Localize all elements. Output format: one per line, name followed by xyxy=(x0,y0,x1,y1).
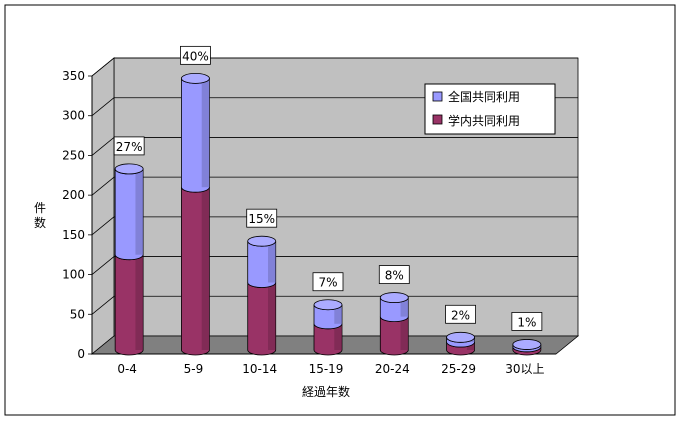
gridline-side xyxy=(91,295,115,315)
bar-zenkoku-shade xyxy=(201,78,210,188)
percent-label-box xyxy=(246,208,278,228)
percent-label: 8% xyxy=(385,269,404,283)
legend-box xyxy=(424,83,556,135)
x-tick-label: 15-19 xyxy=(309,362,344,376)
x-tick-label: 0-4 xyxy=(117,362,137,376)
y-tick-label: 200 xyxy=(62,188,85,202)
x-tick-label: 10-14 xyxy=(242,362,277,376)
bar-top-cap xyxy=(446,331,475,343)
bar-top-cap xyxy=(313,299,343,311)
percent-label: 7% xyxy=(318,276,337,290)
legend-label-gakunai: 学内共同利用 xyxy=(448,113,520,128)
gridline-side xyxy=(91,176,115,196)
y-tick-label: 150 xyxy=(62,228,85,242)
bar-gakunai-shade xyxy=(268,282,276,350)
bar-zenkoku-shade xyxy=(334,304,342,324)
percent-label: 2% xyxy=(451,308,470,322)
bar-zenkoku-shade xyxy=(400,297,409,317)
bar-top-cap xyxy=(379,292,409,303)
y-axis-title-char: 数 xyxy=(34,215,46,230)
bars xyxy=(114,72,542,356)
bar-gakunai xyxy=(247,282,277,356)
gridline-side xyxy=(91,256,115,275)
y-tick-label: 350 xyxy=(62,69,85,83)
percent-label-box xyxy=(180,45,211,65)
bar-top-cap xyxy=(181,72,210,84)
bar-gakunai xyxy=(379,316,409,356)
percent-label-box xyxy=(312,272,344,292)
percent-label-box xyxy=(511,312,543,331)
gridline-side xyxy=(91,137,115,156)
y-axis-title: 件数 xyxy=(34,201,46,230)
gridline-side xyxy=(91,216,115,236)
gridline-side xyxy=(91,97,115,117)
percent-label-box xyxy=(378,265,410,284)
y-tick-label: 50 xyxy=(70,307,85,321)
bar-zenkoku-shade xyxy=(135,168,144,255)
legend-swatch-gakunai xyxy=(432,114,443,125)
bar-top-cap xyxy=(114,163,144,175)
percent-label: 1% xyxy=(517,315,536,329)
side-wall xyxy=(91,57,115,355)
y-tick-label: 250 xyxy=(62,148,85,162)
y-tick-label: 300 xyxy=(62,109,85,123)
bar-gakunai-shade xyxy=(400,316,409,350)
percent-labels: 27% 40% 15% 7% 8% 2% 1% xyxy=(113,45,543,331)
bar-gakunai-shade xyxy=(334,323,342,350)
x-tick-label: 30以上 xyxy=(505,362,544,376)
bar-top-cap xyxy=(512,339,542,350)
percent-label-box xyxy=(445,304,476,324)
x-axis-title: 経過年数 xyxy=(302,384,350,399)
percent-label: 40% xyxy=(182,49,209,63)
x-tick-label: 20-24 xyxy=(375,362,410,376)
y-axis-title-char: 件 xyxy=(34,201,46,215)
y-tick-label: 0 xyxy=(77,347,85,361)
percent-label: 27% xyxy=(116,140,143,154)
bar-gakunai-shade xyxy=(201,187,210,350)
legend: 全国共同利用 学内共同利用 xyxy=(424,83,556,135)
bar-gakunai-shade xyxy=(466,342,475,350)
y-tick-label: 100 xyxy=(62,268,85,282)
bar-zenkoku xyxy=(114,168,144,261)
percent-label-box xyxy=(113,136,145,156)
bar-gakunai xyxy=(114,254,144,356)
gridline-side xyxy=(91,57,115,77)
legend-swatch-zenkoku xyxy=(432,91,443,102)
bar-zenkoku-shade xyxy=(268,241,276,283)
legend-label-zenkoku: 全国共同利用 xyxy=(448,89,520,104)
percent-label: 15% xyxy=(248,212,275,226)
bar-gakunai-shade xyxy=(135,254,144,350)
bar-zenkoku xyxy=(247,241,277,288)
x-tick-label: 25-29 xyxy=(441,362,476,376)
bar-gakunai xyxy=(181,187,210,356)
bar-zenkoku xyxy=(181,78,210,193)
bar-top-cap xyxy=(247,235,277,247)
x-tick-label: 5-9 xyxy=(184,362,204,376)
